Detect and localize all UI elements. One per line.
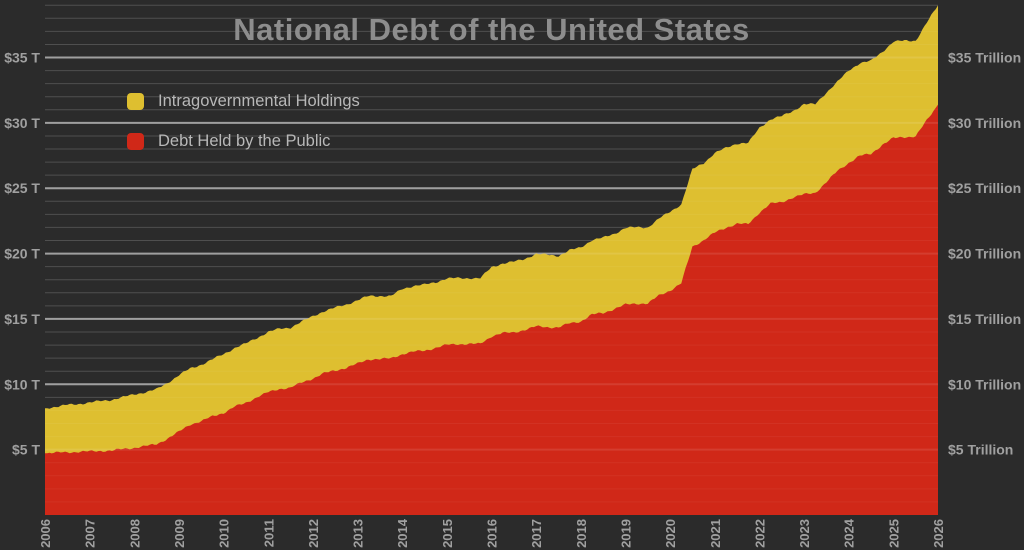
y-axis-right-tick-label: $25 Trillion xyxy=(948,180,1021,196)
x-axis-tick-label: 2006 xyxy=(38,519,53,548)
y-axis-left-tick-label: $15 T xyxy=(4,311,40,327)
page-title: National Debt of the United States xyxy=(233,12,750,47)
y-axis-left-tick-label: $25 T xyxy=(4,180,40,196)
x-axis-tick-label: 2021 xyxy=(708,519,723,548)
debt-held-by-public-swatch-icon xyxy=(127,132,144,150)
y-axis-left-tick-label: $5 T xyxy=(12,442,40,458)
y-axis-right-tick-label: $15 Trillion xyxy=(948,311,1021,327)
x-axis-tick-label: 2013 xyxy=(351,519,366,548)
y-axis-right-tick-label: $20 Trillion xyxy=(948,246,1021,262)
y-axis-left-tick-label: $10 T xyxy=(4,376,40,392)
y-axis-right-tick-label: $5 Trillion xyxy=(948,442,1013,458)
legend-item-intragovernmental-holdings: Intragovernmental Holdings xyxy=(127,92,360,110)
x-axis-tick-label: 2020 xyxy=(663,519,678,548)
x-axis-tick-label: 2012 xyxy=(306,519,321,548)
legend-label-intragovernmental-holdings: Intragovernmental Holdings xyxy=(158,91,360,110)
x-axis-tick-label: 2023 xyxy=(797,519,812,548)
x-axis-tick-label: 2009 xyxy=(172,519,187,548)
intragovernmental-holdings-swatch-icon xyxy=(127,92,144,110)
legend: Intragovernmental Holdings Debt Held by … xyxy=(127,92,360,172)
legend-item-debt-held-by-public: Debt Held by the Public xyxy=(127,132,360,150)
x-axis-tick-label: 2014 xyxy=(395,518,410,548)
y-axis-left-tick-label: $30 T xyxy=(4,115,40,131)
legend-label-debt-held-by-public: Debt Held by the Public xyxy=(158,131,331,150)
x-axis-tick-label: 2018 xyxy=(574,519,589,548)
x-axis-tick-label: 2025 xyxy=(886,519,901,548)
x-axis-tick-label: 2026 xyxy=(931,519,946,548)
x-axis-tick-label: 2010 xyxy=(217,519,232,548)
x-axis-tick-label: 2016 xyxy=(485,519,500,548)
y-axis-left-tick-label: $20 T xyxy=(4,246,40,262)
x-axis-tick-label: 2019 xyxy=(618,519,633,548)
x-axis-tick-label: 2008 xyxy=(127,519,142,548)
x-axis-tick-label: 2022 xyxy=(752,519,767,548)
y-axis-left-tick-label: $35 T xyxy=(4,50,40,66)
area-debt-held-by-the-public xyxy=(45,104,938,515)
x-axis-tick-label: 2015 xyxy=(440,519,455,548)
x-axis-tick-label: 2017 xyxy=(529,519,544,548)
y-axis-right-tick-label: $10 Trillion xyxy=(948,376,1021,392)
y-axis-right-tick-label: $35 Trillion xyxy=(948,50,1021,66)
y-axis-right-tick-label: $30 Trillion xyxy=(948,115,1021,131)
x-axis-tick-label: 2007 xyxy=(83,519,98,548)
x-axis-tick-label: 2011 xyxy=(261,519,276,547)
x-axis-tick-label: 2024 xyxy=(842,518,857,548)
